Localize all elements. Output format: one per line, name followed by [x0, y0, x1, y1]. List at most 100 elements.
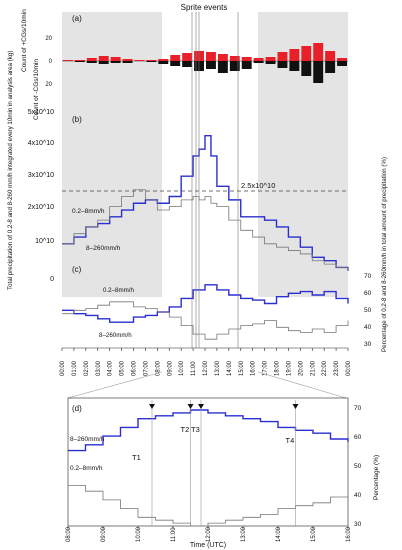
- time-tick-label: 22:00: [322, 360, 328, 376]
- pos-cg-bar: [217, 54, 228, 61]
- light-rain-line: [62, 189, 349, 271]
- zoom-guide-right: [257, 371, 347, 399]
- neg-cg-bar: [253, 61, 264, 63]
- pos-cg-bar: [74, 60, 85, 61]
- pos-cg-bar: [122, 59, 133, 61]
- neg-cg-bar: [325, 61, 336, 73]
- time-tick-label: 11:00: [191, 361, 197, 376]
- time-tick-label: 09:00: [167, 360, 173, 376]
- zoom-guide-left: [67, 371, 163, 399]
- neg-cg-bar: [241, 61, 252, 69]
- time-tick-label: 18:00: [275, 360, 281, 376]
- time-tick-label: 10:00: [179, 360, 185, 376]
- panel-c-rtick-3: 40: [364, 324, 372, 331]
- time-tick-label: 00:00: [60, 360, 66, 376]
- neg-cg-bar: [182, 61, 193, 67]
- panel-b-lines: [62, 134, 349, 271]
- time-tick-label: 01:00: [72, 360, 78, 376]
- pos-cg-bar: [229, 56, 240, 61]
- time-tick-label: 03:00: [96, 360, 102, 376]
- panel-d-rtick-4: 30: [354, 521, 362, 528]
- pos-cg-bar: [313, 43, 324, 61]
- pos-cg-bar: [146, 60, 157, 61]
- panel-a-ylabel-neg: Count of -CGs/10min: [33, 59, 40, 120]
- time-tick-label: 20:00: [298, 360, 304, 376]
- panel-b-ytick-2: 3x10^10: [28, 172, 54, 179]
- panel-d-right-label: Percentage (%): [373, 455, 380, 500]
- pos-cg-bar: [134, 60, 145, 61]
- panel-d-rtick-0: 70: [354, 405, 362, 412]
- panel-b-light-label: 0.2–8mm/h: [72, 208, 105, 215]
- time-tick-label: 04:00: [108, 360, 114, 376]
- neg-cg-bar: [170, 61, 181, 66]
- time-tick-label: 23:00: [334, 360, 340, 376]
- panel-b-label: (b): [72, 115, 82, 124]
- pos-cg-bar: [63, 60, 73, 61]
- panel-d-heavy-label: 8–260mm/h: [70, 436, 105, 443]
- pos-cg-bar: [301, 46, 312, 61]
- neg-cg-bar: [229, 61, 240, 71]
- time-tick-label: 06:00: [132, 360, 138, 376]
- panel-c-label: (c): [72, 265, 82, 274]
- figure-title: Sprite events: [181, 3, 228, 12]
- panel-c-right-label: Percentage of 0.2-8 and 8-260mm/h in tot…: [381, 157, 388, 352]
- panel-d-lines: [68, 409, 349, 527]
- time-tick-label: 08:00: [155, 360, 161, 376]
- time-tick-label: 15:00: [239, 360, 245, 376]
- zoom-time-tick-label: 13:00: [241, 526, 247, 542]
- pos-cg-bar: [110, 57, 121, 61]
- pos-cg-bar: [182, 53, 193, 61]
- neg-cg-bar: [289, 61, 300, 71]
- neg-cg-bar: [277, 61, 288, 68]
- time-tick-label: 21:00: [310, 360, 316, 376]
- panel-b-ytick-3: 2x10^10: [28, 204, 54, 211]
- pos-cg-bar: [289, 49, 300, 61]
- neg-cg-bar: [206, 61, 216, 69]
- time-tick-label: 07:00: [143, 360, 149, 376]
- panel-a-ytick-bottom: 20: [45, 82, 52, 88]
- panel-b-ytick-1: 4x10^10: [28, 140, 54, 147]
- event-marker: [187, 404, 194, 409]
- pos-cg-bar: [170, 55, 181, 61]
- panel-a-ylabel-pos: Count of +CGs/10min: [21, 9, 28, 72]
- neg-cg-bar: [122, 61, 133, 63]
- event-label: T1: [132, 453, 141, 462]
- neg-cg-bar: [265, 61, 276, 64]
- zoom-time-tick-label: 08:00: [66, 526, 72, 542]
- time-tick-label: 14:00: [227, 360, 233, 376]
- pos-cg-bar: [325, 51, 336, 61]
- neg-cg-bar: [301, 61, 312, 76]
- pos-cg-bar: [98, 56, 109, 61]
- zoom-time-tick-label: 10:00: [136, 526, 142, 542]
- panel-b-ytick-4: 10^10: [35, 238, 54, 245]
- heavy-rain-line: [62, 134, 349, 271]
- panel-d-rtick-2: 50: [354, 463, 362, 470]
- panel-d-rtick-3: 40: [354, 492, 362, 499]
- neg-cg-bar: [217, 61, 228, 73]
- event-marker: [198, 404, 204, 409]
- heavy-rain-percent-line: [62, 284, 349, 323]
- panel-b-ytick-0: 5x10^10: [28, 109, 54, 116]
- panel-c-lines: [62, 284, 349, 340]
- panel-c-rtick-0: 70: [364, 273, 372, 280]
- zoom-time-tick-label: 12:00: [206, 526, 212, 542]
- pos-cg-bar: [265, 57, 276, 61]
- panel-c-rtick-1: 60: [364, 290, 372, 297]
- time-tick-label: 16:00: [251, 360, 257, 376]
- panel-b-ytick-5: 0: [50, 276, 54, 283]
- panel-b-heavy-label: 8–260mm/h: [86, 245, 121, 252]
- panel-a-label: (a): [72, 14, 82, 23]
- pos-cg-bar: [206, 52, 216, 61]
- panel-c-rtick-4: 30: [364, 341, 372, 348]
- event-label: T2: [181, 425, 190, 434]
- time-tick-label: 13:00: [215, 360, 221, 376]
- neg-cg-bar: [74, 61, 85, 62]
- time-tick-label: 02:00: [84, 360, 90, 376]
- pos-cg-bar: [158, 59, 169, 61]
- neg-cg-bar: [86, 61, 97, 63]
- zoom-time-tick-label: 14:00: [276, 526, 282, 542]
- panel-c-rtick-2: 50: [364, 307, 372, 314]
- panel-d-xlabel: Time (UTC): [190, 542, 226, 549]
- neg-cg-bar: [110, 61, 121, 63]
